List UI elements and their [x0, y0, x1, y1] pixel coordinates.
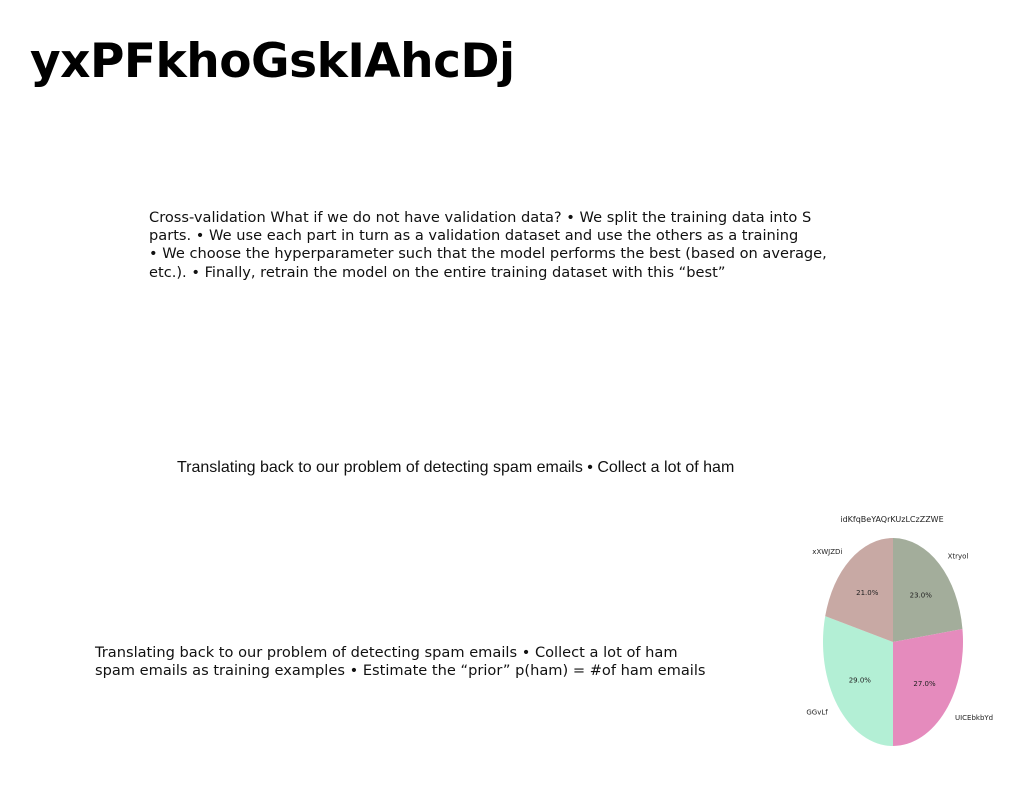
paragraph-line: Translating back to our problem of detec… [95, 644, 678, 661]
slice-name-label: UICEbkbYd [955, 714, 993, 722]
paragraph-line: Cross-validation What if we do not have … [149, 209, 812, 226]
paragraph-line: spam emails as training examples • Estim… [95, 662, 706, 680]
slice-percent-label: 29.0% [849, 677, 872, 685]
spam-paragraph: Translating back to our problem of detec… [95, 644, 706, 680]
pie-slice-uicebkbyd [893, 628, 963, 746]
pie-slice-ggvlf [823, 616, 893, 746]
cross-validation-paragraph: Cross-validation What if we do not have … [149, 209, 827, 282]
paragraph-line: • We choose the hyperparameter such that… [149, 245, 827, 263]
slide-title: yxPFkhoGskIAhcDj [30, 34, 515, 89]
pie-chart: idKfqBeYAQrKUzLCzZZWE 23.0% Xtryol 27.0% UI… [800, 505, 1000, 755]
spam-heading-text: Translating back to our problem of detec… [177, 459, 735, 476]
slice-name-label: Xtryol [948, 553, 969, 561]
pie-labels: 23.0% Xtryol 27.0% UICEbkbYd 29.0% GGvLf 21.0%… [806, 548, 993, 722]
slice-name-label: xXWJZDi [812, 548, 842, 556]
pie-slice-xxwjzdi [825, 538, 893, 642]
chart-title: idKfqBeYAQrKUzLCzZZWE [840, 515, 943, 524]
pie-chart-svg: idKfqBeYAQrKUzLCzZZWE 23.0% Xtryol 27.0% UI… [806, 515, 993, 746]
paragraph-line: parts. • We use each part in turn as a v… [149, 227, 799, 245]
slice-name-label: GGvLf [806, 709, 828, 717]
slice-percent-label: 21.0% [856, 589, 879, 597]
pie-slices [823, 538, 963, 746]
slice-percent-label: 27.0% [913, 680, 936, 688]
paragraph-line: etc.). • Finally, retrain the model on t… [149, 263, 726, 281]
pie-slice-xtryol [893, 538, 963, 642]
slice-percent-label: 23.0% [910, 592, 933, 600]
